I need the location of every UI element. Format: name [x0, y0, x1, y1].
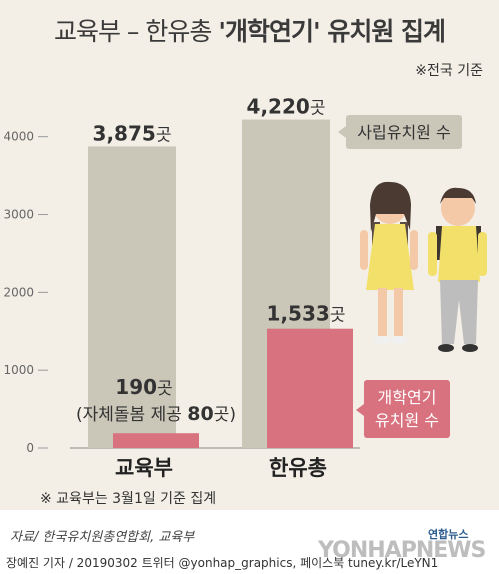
y-tick-label: 2000 — [3, 285, 34, 299]
credit-text: 장예진 기자 / 20190302 트위터 @yonhap_graphics, … — [6, 556, 439, 570]
value-unit: 곳 — [156, 125, 172, 145]
bar-total — [88, 146, 176, 448]
callout-total-label: 사립유치원 수 — [357, 123, 450, 142]
y-tick-label: 3000 — [3, 208, 34, 222]
value-unit: 곳 — [157, 379, 173, 399]
callout-total-pointer — [338, 126, 346, 138]
bar-delay — [113, 433, 199, 448]
boy-figure — [428, 187, 487, 352]
callout-total-box — [346, 115, 462, 149]
value-number: 190 — [115, 375, 157, 399]
value-number: 4,220 — [247, 95, 310, 119]
self-care-suffix: 곳) — [214, 405, 236, 425]
footnote: ※ 교육부는 3월1일 기준 집계 — [40, 491, 217, 507]
source-text: 자료/ 한국유치원총연합회, 교육부 — [10, 530, 195, 545]
category-label: 교육부 — [115, 456, 173, 480]
y-axis: 0 1000 2000 3000 4000 — [3, 130, 360, 455]
self-care-label: (자체돌봄 제공 80곳) — [76, 403, 236, 425]
yonhap-logo: YONHAPNEWS — [318, 538, 486, 563]
children-illustration — [360, 181, 487, 352]
value-number: 1,533 — [267, 302, 330, 326]
y-tick-label: 4000 — [3, 130, 34, 144]
title-part2: '개학연기' 유치원 집계 — [218, 17, 446, 46]
value-label-delay: 1,533곳 — [267, 302, 346, 326]
value-label-total: 3,875곳 — [93, 121, 172, 145]
callout-delay-pointer — [356, 404, 364, 416]
value-label-delay: 190곳 — [115, 375, 172, 399]
value-number: 3,875 — [93, 121, 156, 145]
basis-note: ※전국 기준 — [415, 63, 483, 79]
footer-bar — [0, 510, 499, 574]
y-tick-label: 1000 — [3, 363, 34, 377]
logo-small-text: 연합뉴스 — [428, 528, 469, 541]
value-unit: 곳 — [330, 306, 346, 326]
self-care-value: 80 — [187, 403, 213, 425]
value-unit: 곳 — [310, 99, 326, 119]
self-care-prefix: (자체돌봄 제공 — [76, 405, 187, 425]
chart-title: 교육부 – 한유총 '개학연기' 유치원 집계 — [0, 12, 499, 48]
value-label-total: 4,220곳 — [247, 95, 326, 119]
callout-delay-line2: 유치원 수 — [375, 411, 439, 430]
callout-delay-line1: 개학연기 — [378, 388, 437, 407]
callout-delay-box — [364, 380, 450, 438]
title-part1: 교육부 – 한유총 — [53, 17, 219, 46]
girl-figure — [360, 181, 418, 344]
bars: 교육부 한유총 — [88, 119, 353, 480]
bar-delay — [267, 328, 353, 448]
y-tick-label: 0 — [26, 441, 34, 455]
category-label: 한유총 — [269, 456, 327, 480]
